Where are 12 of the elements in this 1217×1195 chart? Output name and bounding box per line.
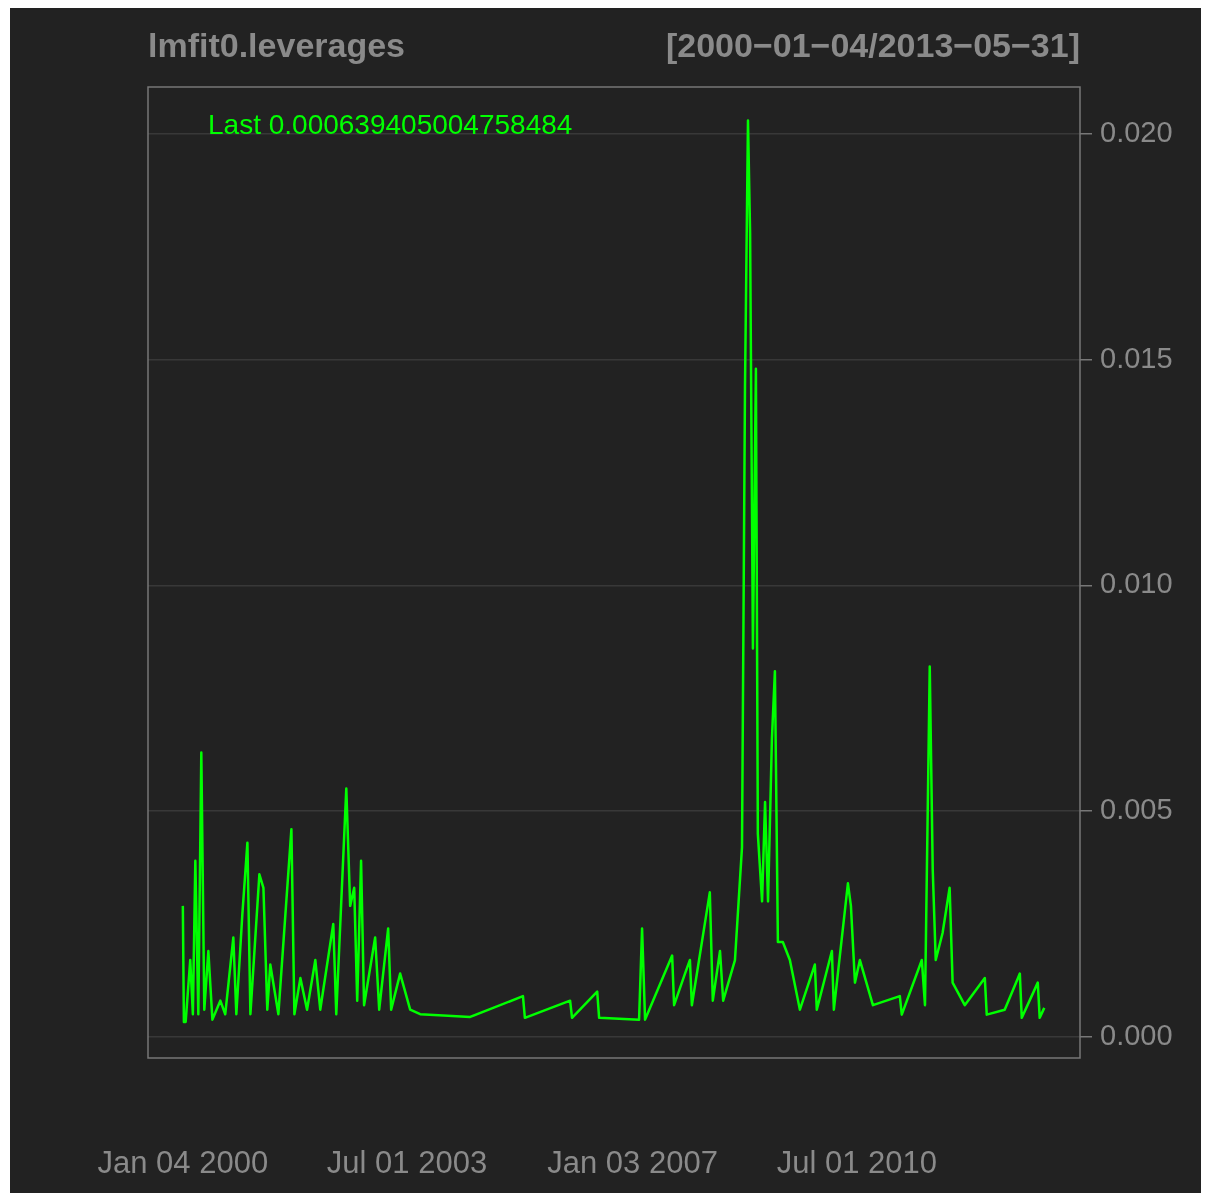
y-tick-label: 0.010 [1100,567,1173,600]
x-tick-label: Jul 01 2010 [776,1145,938,1181]
y-tick-label: 0.000 [1100,1018,1173,1051]
x-tick-label: Jan 03 2007 [547,1145,718,1181]
x-tick-label: Jul 01 2003 [326,1145,488,1181]
x-tick-label: Jan 04 2000 [97,1145,269,1181]
chart-title: lmfit0.leverages [148,26,406,65]
y-tick-label: 0.020 [1100,115,1173,148]
y-tick-label: 0.005 [1100,793,1173,826]
chart-subtitle: [2000−01−04/2013−05−31] [665,26,1080,65]
y-tick-label: 0.015 [1100,341,1173,374]
annotation: Last 0.000639405004758484 [208,108,573,140]
